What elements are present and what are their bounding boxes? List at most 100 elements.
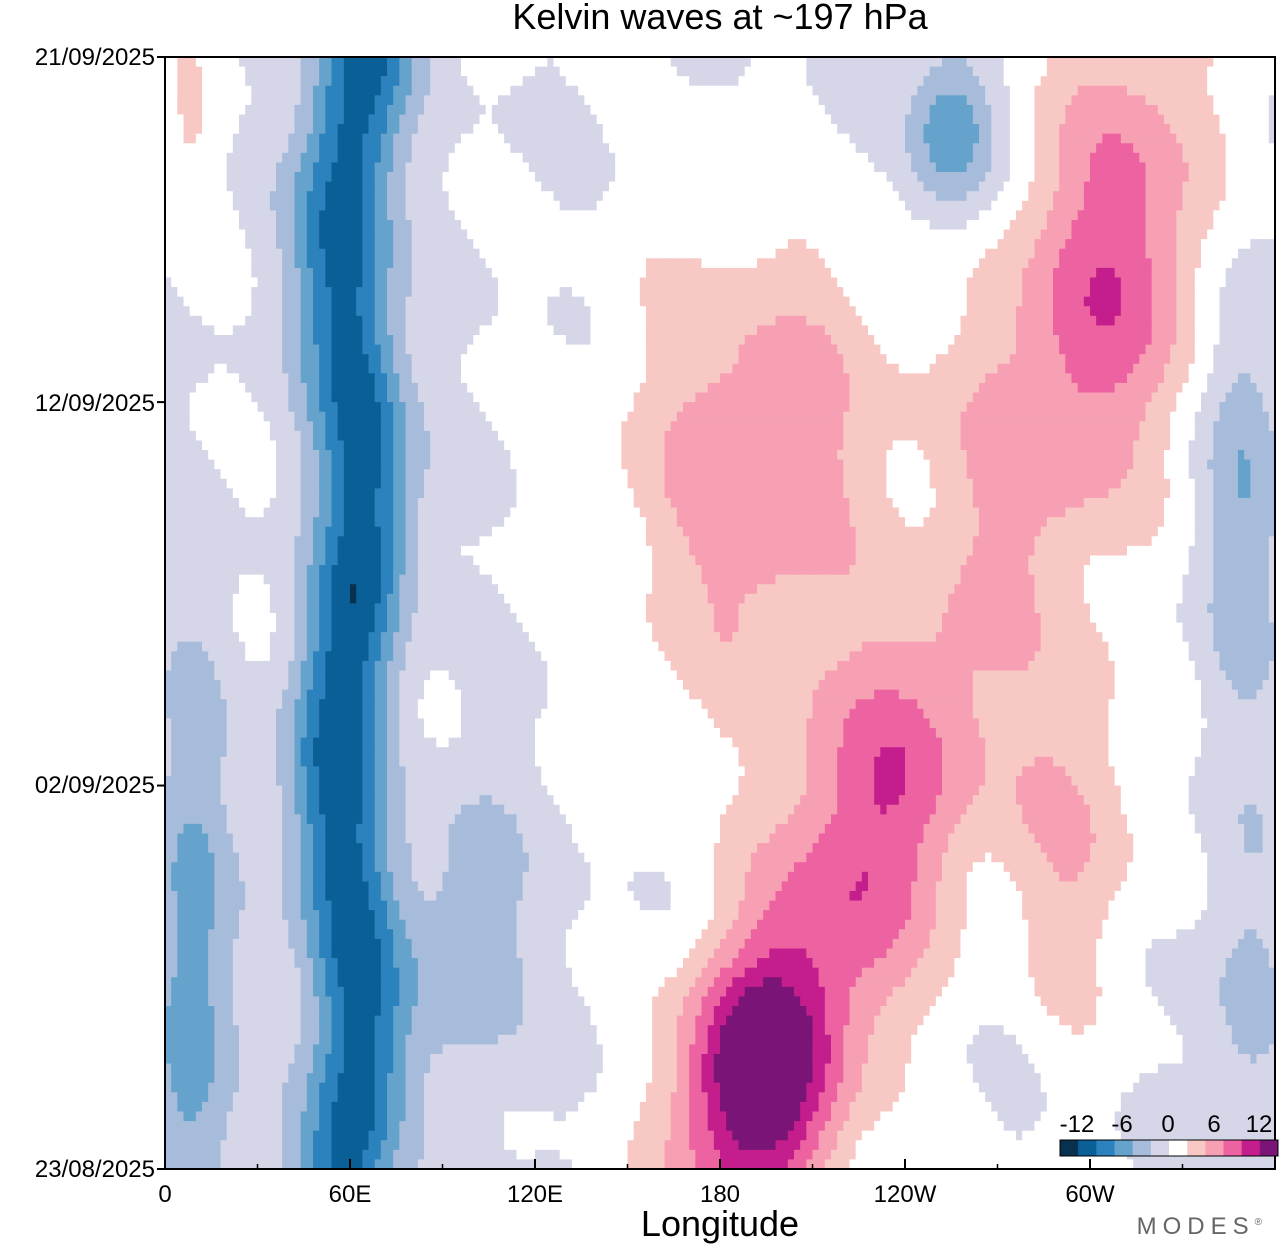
heat-cell [276,200,283,211]
heat-cell [1071,200,1079,211]
heat-cell [639,133,647,144]
heat-cell [954,66,962,77]
heat-cell [1176,133,1184,144]
heat-cell [880,162,888,173]
heat-cell [942,76,949,87]
heat-cell [794,306,801,317]
heat-cell [905,306,912,317]
heat-cell [868,296,875,307]
heat-cell [1046,66,1054,77]
heat-cell [911,219,918,231]
heat-cell [572,124,579,135]
heat-cell [1046,76,1054,87]
heat-cell [1133,191,1140,202]
heat-cell [510,296,518,307]
heat-cell [1053,210,1060,221]
heat-cell [350,210,357,221]
heat-cell [269,181,277,192]
heat-cell [917,114,925,125]
heat-cell [868,315,875,327]
heat-cell [658,287,666,298]
heat-cell [208,133,215,144]
heat-cell [387,248,394,259]
heat-cell [1034,104,1042,116]
heat-cell [1046,296,1054,307]
heat-cell [1071,229,1079,240]
heat-cell [510,172,518,183]
heat-cell [633,296,641,307]
heat-cell [541,210,548,221]
heat-cell [165,76,172,87]
heat-cell [467,152,474,164]
heat-cell [652,57,659,68]
heat-cell [1250,248,1258,259]
heat-cell [1090,296,1097,307]
heat-cell [380,57,388,68]
heat-cell [590,104,598,116]
heat-cell [627,85,635,96]
heat-cell [257,315,265,327]
heat-cell [942,133,949,144]
heat-cell [337,287,345,298]
heat-cell [806,277,814,288]
heat-cell [584,229,592,240]
heat-cell [1071,114,1079,125]
heat-cell [565,248,573,259]
heat-cell [479,315,487,327]
heat-cell [387,57,394,68]
heat-cell [658,133,666,144]
heat-cell [905,239,912,250]
heat-cell [485,229,493,240]
heat-cell [448,124,456,135]
heat-cell [972,191,980,202]
heat-cell [1145,95,1153,106]
heat-cell [658,76,666,87]
heat-cell [689,315,696,327]
heat-cell [787,287,795,298]
heat-cell [1120,104,1128,116]
heat-cell [436,85,444,96]
heat-cell [282,124,289,135]
heat-cell [485,277,493,288]
heat-cell [331,85,339,96]
heat-cell [843,162,851,173]
heat-cell [411,76,419,87]
heat-cell [171,66,178,77]
heat-cell [1034,124,1042,135]
heat-cell [504,85,511,96]
heat-cell [417,258,425,269]
heat-cell [1201,306,1208,317]
heat-cell [775,210,783,221]
heat-cell [1213,219,1221,231]
heat-cell [966,76,974,87]
heat-cell [454,124,462,135]
heat-cell [214,296,222,307]
heat-cell [411,114,419,125]
heat-cell [393,306,400,317]
heat-cell [165,181,172,192]
heat-cell [689,133,696,144]
heat-cell [1077,143,1085,154]
heat-cell [436,248,444,259]
heat-cell [510,95,518,106]
heat-cell [380,315,388,327]
heat-cell [565,287,573,298]
heat-cell [461,85,468,96]
heat-cell [257,114,265,125]
heat-cell [979,219,986,231]
heat-cell [744,296,752,307]
heat-cell [596,229,604,240]
heat-cell [972,258,980,269]
heat-cell [393,239,400,250]
heat-cell [584,191,592,202]
heat-cell [430,133,437,144]
heat-cell [485,114,493,125]
heat-cell [220,277,228,288]
heat-cell [578,172,585,183]
heat-cell [491,191,499,202]
heat-cell [997,85,1005,96]
heat-cell [1046,104,1054,116]
heat-cell [387,66,394,77]
heat-cell [997,248,1005,259]
heat-cell [849,114,857,125]
